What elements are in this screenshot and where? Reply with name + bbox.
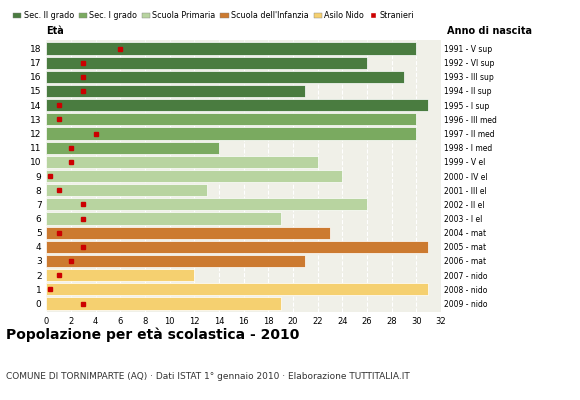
Bar <box>46 198 367 210</box>
Text: COMUNE DI TORNIMPARTE (AQ) · Dati ISTAT 1° gennaio 2010 · Elaborazione TUTTITALI: COMUNE DI TORNIMPARTE (AQ) · Dati ISTAT … <box>6 372 409 381</box>
Bar <box>46 71 404 83</box>
Bar <box>46 283 429 295</box>
Bar <box>46 42 416 54</box>
Text: Anno di nascita: Anno di nascita <box>447 26 532 36</box>
Bar <box>46 269 194 281</box>
Bar <box>46 184 206 196</box>
Bar <box>46 113 416 125</box>
Bar <box>46 212 281 224</box>
Legend: Sec. II grado, Sec. I grado, Scuola Primaria, Scuola dell'Infanzia, Asilo Nido, : Sec. II grado, Sec. I grado, Scuola Prim… <box>10 8 417 24</box>
Bar <box>46 227 330 239</box>
Bar <box>46 128 416 140</box>
Bar <box>46 298 281 310</box>
Bar <box>46 156 318 168</box>
Bar <box>46 99 429 111</box>
Bar <box>46 142 219 154</box>
Text: Popolazione per età scolastica - 2010: Popolazione per età scolastica - 2010 <box>6 328 299 342</box>
Bar <box>46 241 429 253</box>
Bar <box>46 85 305 97</box>
Bar <box>46 57 367 69</box>
Text: Età: Età <box>46 26 64 36</box>
Bar <box>46 170 342 182</box>
Bar <box>46 255 305 267</box>
